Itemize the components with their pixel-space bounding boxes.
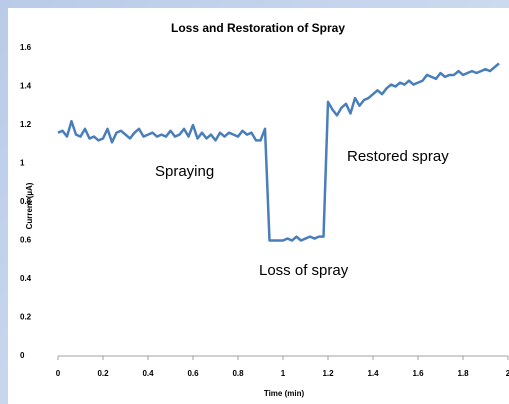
x-tick-label: 0	[56, 369, 61, 378]
x-tick-label: 0.6	[187, 369, 199, 378]
x-tick-label: 0.4	[142, 369, 154, 378]
annotation: Restored spray	[347, 148, 449, 165]
x-tick-label: 0.2	[97, 369, 109, 378]
y-tick-label: 0	[20, 351, 25, 360]
y-tick-label: 0.4	[20, 274, 32, 283]
y-tick-label: 1.6	[20, 43, 32, 52]
y-tick-label: 1.4	[20, 82, 32, 91]
annotation: Loss of spray	[259, 262, 349, 279]
x-tick-label: 1	[281, 369, 286, 378]
chart-panel	[8, 8, 509, 404]
x-axis-title: Time (min)	[264, 389, 305, 398]
annotation: Spraying	[155, 163, 214, 180]
y-tick-label: 0.6	[20, 236, 32, 245]
y-axis-title: Current (µA)	[25, 182, 34, 229]
data-line	[57, 62, 500, 242]
y-tick-label: 0.8	[20, 197, 32, 206]
y-tick-label: 1	[20, 159, 25, 168]
x-tick-label: 2	[506, 369, 509, 378]
y-tick-label: 0.2	[20, 313, 32, 322]
y-tick-label: 1.2	[20, 120, 32, 129]
x-tick-label: 0.8	[232, 369, 244, 378]
x-tick-label: 1.8	[457, 369, 469, 378]
x-tick-label: 1.6	[412, 369, 424, 378]
x-tick-label: 1.2	[322, 369, 334, 378]
x-tick-label: 1.4	[367, 369, 379, 378]
chart-title: Loss and Restoration of Spray	[171, 21, 345, 35]
